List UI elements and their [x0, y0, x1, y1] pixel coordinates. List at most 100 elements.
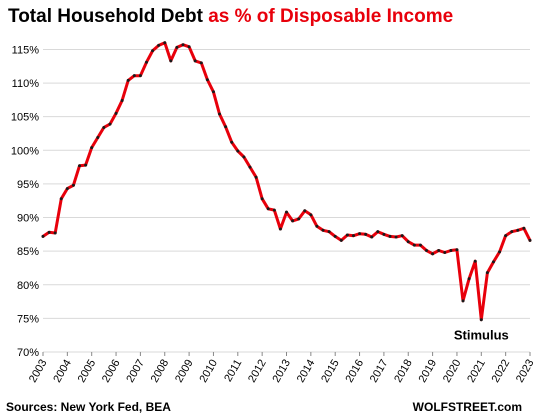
data-point — [291, 219, 295, 223]
source-note: Sources: New York Fed, BEA — [6, 400, 171, 414]
data-point — [132, 74, 136, 78]
data-point — [193, 59, 197, 63]
data-point — [53, 231, 57, 235]
data-point — [327, 230, 331, 234]
data-point — [96, 136, 100, 140]
data-point — [418, 243, 422, 247]
data-point — [491, 260, 495, 264]
data-point — [205, 78, 209, 82]
y-tick-label: 100% — [11, 145, 39, 157]
chart-title-part2: as % of Disposable Income — [208, 6, 454, 27]
data-point — [59, 197, 63, 201]
data-point — [230, 140, 234, 144]
x-tick-label: 2019 — [417, 358, 440, 385]
data-point — [528, 238, 532, 242]
brand-label: WOLFSTREET.com — [412, 400, 522, 414]
data-point — [376, 230, 380, 234]
data-point — [455, 248, 459, 252]
x-tick-label: 2022 — [490, 358, 513, 385]
data-point — [498, 250, 502, 254]
y-tick-label: 95% — [17, 179, 39, 191]
data-point — [151, 49, 155, 53]
data-point — [199, 61, 203, 65]
data-point — [218, 112, 222, 116]
x-tick-label: 2021 — [465, 358, 488, 385]
data-point — [388, 234, 392, 238]
x-tick-label: 2013 — [270, 358, 293, 385]
y-tick-label: 75% — [17, 313, 39, 325]
grid-lines — [43, 48, 530, 353]
data-point — [473, 259, 477, 263]
data-point — [108, 122, 112, 126]
data-point — [412, 243, 416, 247]
data-point — [339, 238, 343, 242]
series-line — [41, 41, 532, 322]
data-point — [248, 165, 252, 169]
x-tick-label: 2012 — [246, 358, 269, 385]
x-tick-label: 2004 — [51, 358, 74, 385]
data-point — [297, 217, 301, 221]
y-tick-label: 80% — [17, 280, 39, 292]
data-point — [157, 43, 161, 47]
data-point — [315, 224, 319, 228]
chart-title-part1: Total Household Debt — [8, 6, 203, 27]
x-tick-label: 2006 — [100, 358, 123, 385]
y-tick-label: 115% — [12, 44, 40, 56]
x-tick-label: 2017 — [368, 358, 391, 385]
data-point — [522, 226, 526, 230]
data-point — [175, 45, 179, 49]
annotation-layer: Stimulus — [454, 328, 509, 343]
y-tick-label: 70% — [17, 347, 39, 359]
x-tick-label: 2010 — [197, 358, 220, 385]
series-layer — [41, 41, 532, 322]
x-tick-label: 2020 — [441, 358, 464, 385]
annotation-stimulus: Stimulus — [454, 328, 509, 343]
data-point — [78, 164, 82, 168]
chart-title: Total Household Debt as % of Disposable … — [8, 6, 453, 28]
x-tick-label: 2011 — [222, 358, 244, 384]
data-point — [114, 111, 118, 115]
data-point — [394, 235, 398, 239]
data-point — [224, 125, 228, 129]
x-tick-label: 2018 — [392, 358, 415, 385]
data-point — [485, 271, 489, 275]
data-point — [211, 90, 215, 94]
data-point — [333, 234, 337, 238]
data-point — [272, 208, 276, 212]
x-tick-label: 2003 — [27, 358, 50, 385]
x-tick-label: 2009 — [173, 358, 196, 385]
x-tick-label: 2023 — [514, 358, 536, 385]
x-tick-label: 2014 — [295, 358, 318, 385]
y-tick-label: 110% — [12, 78, 40, 90]
data-point — [309, 213, 313, 217]
data-point — [163, 41, 167, 45]
data-point — [400, 234, 404, 238]
data-point — [351, 234, 355, 238]
data-point — [144, 60, 148, 64]
data-point — [169, 59, 173, 63]
data-point — [41, 234, 45, 238]
data-point — [181, 43, 185, 47]
data-point — [138, 74, 142, 78]
data-point — [364, 232, 368, 236]
data-point — [47, 230, 51, 234]
data-point — [90, 146, 94, 150]
data-point — [266, 207, 270, 211]
data-point — [431, 252, 435, 256]
data-point — [84, 163, 88, 167]
data-point — [303, 209, 307, 213]
data-point — [382, 232, 386, 236]
data-point — [126, 78, 130, 82]
data-point — [406, 240, 410, 244]
data-point — [254, 175, 258, 179]
x-tick-label: 2016 — [344, 358, 367, 385]
x-tick-label: 2007 — [124, 358, 147, 385]
data-point — [437, 248, 441, 252]
data-point — [370, 235, 374, 239]
data-point — [278, 227, 282, 231]
data-point — [71, 183, 75, 187]
x-axis: 2003 2004 2005 2006 2007 2008 2009 2010 2011 2012… — [27, 352, 536, 385]
x-tick-label: 2015 — [319, 358, 342, 385]
data-point — [467, 277, 471, 281]
